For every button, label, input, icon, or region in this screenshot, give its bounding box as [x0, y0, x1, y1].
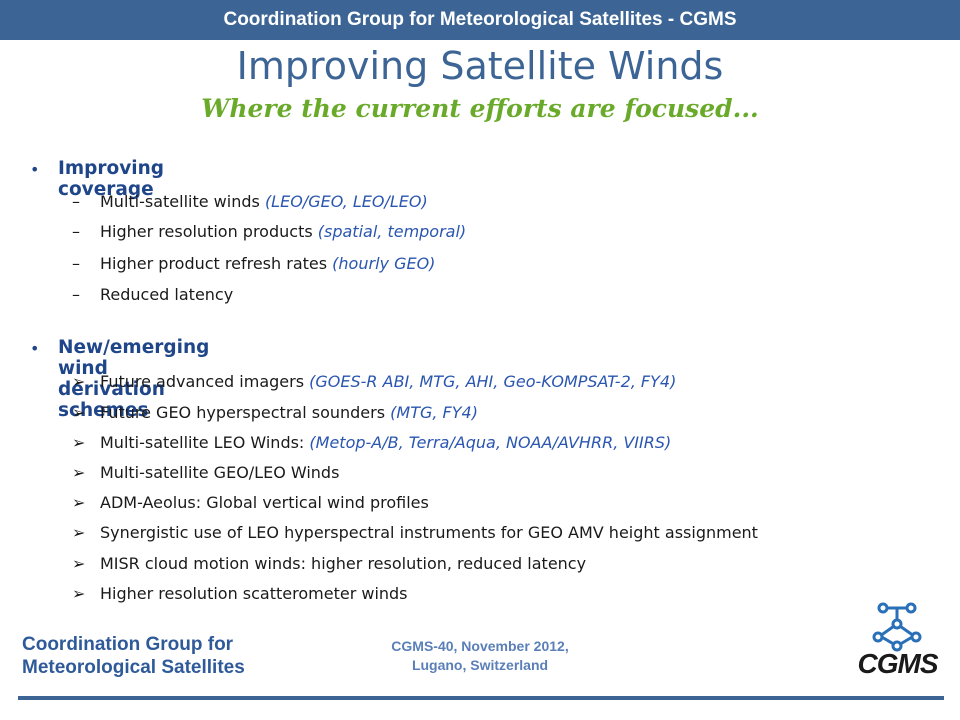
footer-logo-line1: Coordination Group for: [22, 634, 234, 655]
footer-logo-line2: Meteorological Satellites: [22, 657, 245, 678]
list-item: Higher product refresh rates (hourly GEO…: [100, 254, 436, 273]
bullet-dot-icon: •: [30, 160, 40, 179]
header-banner: Coordination Group for Meteorological Sa…: [0, 0, 960, 40]
list-item: Reduced latency: [100, 285, 234, 304]
dash-marker-icon: –: [72, 222, 80, 241]
footer-logo-text: Coordination Group for Meteorological Sa…: [22, 633, 245, 679]
list-item: MISR cloud motion winds: higher resoluti…: [100, 554, 587, 573]
slide-title: Improving Satellite Winds: [236, 44, 724, 88]
arrow-marker-icon: ➢: [72, 403, 86, 422]
dash-marker-icon: –: [72, 254, 80, 273]
list-item: Multi-satellite winds (LEO/GEO, LEO/LEO): [100, 192, 428, 211]
footer-meta-line1: CGMS-40, November 2012,: [391, 638, 569, 654]
footer-divider: [18, 696, 944, 700]
list-item: Multi-satellite LEO Winds: (Metop-A/B, T…: [100, 433, 672, 452]
dash-marker-icon: –: [72, 285, 80, 304]
arrow-marker-icon: ➢: [72, 493, 86, 512]
arrow-marker-icon: ➢: [72, 372, 86, 391]
dash-marker-icon: –: [72, 192, 80, 211]
arrow-marker-icon: ➢: [72, 584, 86, 603]
list-item: Higher resolution products (spatial, tem…: [100, 222, 467, 241]
bullet-dot-icon: •: [30, 339, 40, 358]
list-item: Multi-satellite GEO/LEO Winds: [100, 463, 340, 482]
list-item: Higher resolution scatterometer winds: [100, 584, 408, 603]
section-heading-coverage: Improving coverage: [58, 158, 165, 200]
footer-event-info: CGMS-40, November 2012, Lugano, Switzerl…: [340, 637, 620, 675]
cgms-brand-text: CGMS: [857, 648, 939, 679]
arrow-marker-icon: ➢: [72, 463, 86, 482]
arrow-marker-icon: ➢: [72, 523, 86, 542]
list-item: Future advanced imagers (GOES-R ABI, MTG…: [100, 372, 677, 391]
arrow-marker-icon: ➢: [72, 554, 86, 573]
arrow-marker-icon: ➢: [72, 433, 86, 452]
footer-meta-line2: Lugano, Switzerland: [411, 657, 549, 673]
list-item: Synergistic use of LEO hyperspectral ins…: [100, 523, 758, 542]
section-heading-schemes: New/emerging wind derivation schemes: [58, 337, 210, 421]
list-item: Future GEO hyperspectral sounders (MTG, …: [100, 403, 478, 422]
cgms-logo-icon: [872, 602, 922, 652]
list-item: ADM-Aeolus: Global vertical wind profile…: [100, 493, 429, 512]
header-banner-text: Coordination Group for Meteorological Sa…: [223, 9, 737, 30]
slide-subtitle: Where the current efforts are focused...: [201, 94, 759, 123]
